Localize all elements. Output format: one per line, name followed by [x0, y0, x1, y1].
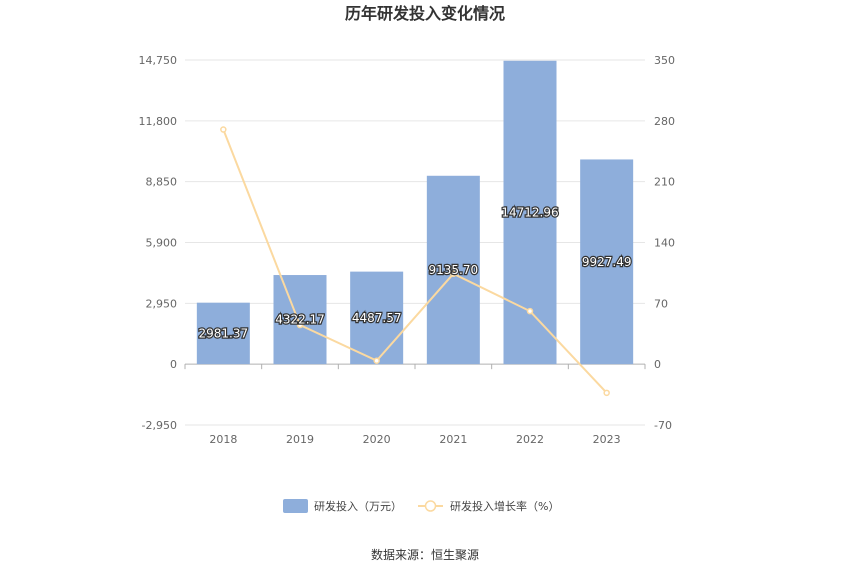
y-left-tick-label: 5,900	[146, 237, 178, 250]
y-left-tick-label: 14,750	[139, 54, 178, 67]
bar-label-2018: 2981.37	[199, 326, 249, 340]
y-right-tick-label: 350	[654, 54, 675, 67]
y-right-tick-label: 210	[654, 176, 675, 189]
bar-label-2022: 14712.96	[501, 205, 558, 219]
chart-title: 历年研发投入变化情况	[345, 4, 505, 23]
x-tick-label: 2023	[593, 433, 621, 446]
y-left-tick-label: 11,800	[139, 115, 178, 128]
y-right-tick-label: 0	[654, 358, 661, 371]
bar-2023	[580, 159, 634, 365]
x-tick-label: 2022	[516, 433, 544, 446]
y-right-tick-label: -70	[654, 419, 672, 432]
bar-series	[196, 60, 634, 365]
y-left-tick-label: 0	[170, 358, 177, 371]
bar-label-2019: 4322.17	[275, 313, 325, 327]
growth-point-2022	[526, 307, 534, 315]
growth-point-2021	[450, 270, 457, 278]
x-tick-label: 2021	[439, 433, 467, 446]
y-left-tick-label: -2,950	[142, 419, 177, 432]
bar-2018	[196, 302, 250, 365]
bar-2020	[350, 271, 404, 365]
bar-2021	[426, 175, 480, 365]
grid-lines	[185, 59, 645, 426]
x-tick-label: 2020	[363, 433, 391, 446]
bar-label-2020: 4487.57	[352, 311, 402, 325]
y-right-tick-label: 70	[654, 297, 668, 310]
growth-point-2019	[296, 321, 304, 329]
bar-data-labels: 2981.37 4322.17 4487.57 9135.70 14712.96 9927…	[197, 204, 632, 341]
growth-point-2020	[373, 357, 380, 364]
y-left-tick-label: 2,950	[146, 297, 178, 310]
legend-label-bar[interactable]: 研发投入（万元）	[314, 499, 402, 513]
bar-label-2021: 9135.70	[429, 263, 479, 277]
source-note: 数据来源：恒生聚源	[371, 547, 479, 562]
y-left-tick-label: 8,850	[146, 176, 178, 189]
legend-swatch-marker	[424, 500, 437, 512]
x-axis: 2018 2019 2020 2021 2022 2023	[184, 364, 646, 446]
x-tick-label: 2019	[286, 433, 314, 446]
legend: 研发投入（万元） 研发投入增长率（%）	[283, 499, 559, 513]
growth-point-2018	[220, 126, 227, 133]
legend-swatch-bar	[283, 499, 308, 513]
y-axis-right: -70 0 70 140 210 280 350	[654, 54, 675, 432]
legend-label-line[interactable]: 研发投入增长率（%）	[450, 499, 559, 513]
growth-line	[222, 129, 608, 394]
x-tick-label: 2018	[209, 433, 237, 446]
y-right-tick-label: 140	[654, 237, 675, 250]
bar-label-2023: 9927.49	[582, 255, 632, 269]
bar-2019	[273, 275, 327, 365]
y-right-tick-label: 280	[654, 115, 675, 128]
growth-line-series	[220, 126, 610, 397]
y-axis-left: -2,950 0 2,950 5,900 8,850 11,800 14,750	[139, 54, 178, 432]
growth-point-2023	[603, 389, 610, 397]
